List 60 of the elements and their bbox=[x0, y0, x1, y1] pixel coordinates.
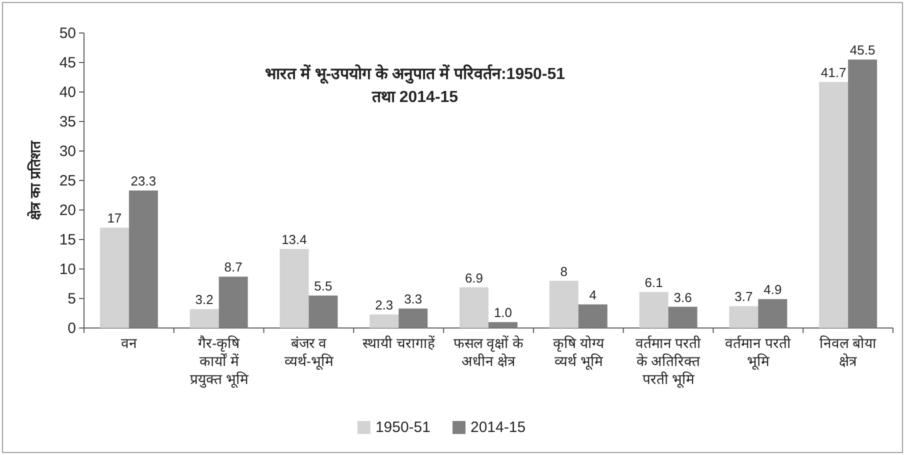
y-tick-label: 40 bbox=[59, 84, 76, 101]
bar bbox=[819, 82, 848, 328]
data-label: 3.7 bbox=[734, 289, 753, 304]
x-tick-label: कृषि योग्य व्यर्थ भूमि bbox=[552, 335, 605, 370]
data-label: 1.0 bbox=[494, 305, 512, 320]
data-label: 3.3 bbox=[404, 292, 422, 307]
bar bbox=[758, 299, 788, 328]
legend-label: 2014-15 bbox=[470, 419, 526, 436]
bar bbox=[848, 60, 878, 328]
bar bbox=[639, 292, 668, 328]
data-label: 6.9 bbox=[464, 270, 484, 286]
y-tick-label: 50 bbox=[59, 25, 76, 42]
bar bbox=[578, 304, 608, 328]
data-label: 8.7 bbox=[224, 260, 242, 275]
x-tick-label: बंजर व व्यर्थ-भूमि bbox=[284, 335, 334, 370]
bar bbox=[280, 248, 309, 328]
bar bbox=[398, 308, 428, 328]
bar bbox=[308, 296, 338, 328]
legend-label: 1950-51 bbox=[375, 419, 430, 436]
x-tick-label: स्थायी चरागाहें bbox=[362, 335, 436, 351]
y-tick-label: 35 bbox=[59, 114, 76, 130]
data-label: 45.5 bbox=[850, 42, 876, 58]
x-tick-label: वन bbox=[120, 335, 137, 351]
data-label: 41.7 bbox=[820, 64, 846, 80]
y-tick-label: 30 bbox=[59, 143, 76, 160]
bar bbox=[128, 190, 158, 328]
y-tick-label: 25 bbox=[59, 172, 76, 190]
bar bbox=[668, 306, 698, 328]
data-label: 4.9 bbox=[764, 282, 782, 298]
bar bbox=[100, 228, 129, 328]
x-tick-label: निवल बोया क्षेत्र bbox=[820, 335, 876, 369]
text: भारत में भू-उपयोग के अनुपात में परिवर्तन:1950-51 तथा 2014-15 bbox=[264, 64, 566, 106]
bar bbox=[190, 309, 219, 328]
y-tick-label: 45 bbox=[59, 54, 76, 72]
bar bbox=[460, 287, 488, 328]
y-tick-label: 10 bbox=[59, 261, 76, 278]
x-tick-label: फसल वृक्षों के अधीन क्षेत्र bbox=[454, 335, 524, 369]
bar bbox=[488, 322, 518, 328]
data-label: 6.1 bbox=[644, 275, 663, 290]
y-tick-label: 5 bbox=[68, 290, 76, 308]
x-tick-label: गैर-कृषि कार्यों में प्रयुक्त भूमि bbox=[190, 335, 249, 388]
y-tick-label: 20 bbox=[59, 202, 76, 219]
bar bbox=[549, 280, 578, 328]
bar bbox=[218, 276, 248, 328]
data-label: 3.6 bbox=[674, 290, 692, 305]
bar bbox=[370, 314, 399, 328]
data-label: 4 bbox=[589, 287, 597, 302]
y-tick-label: 0 bbox=[68, 320, 76, 337]
y-tick-label: 15 bbox=[59, 232, 76, 248]
data-label: 5.5 bbox=[314, 278, 332, 294]
y-axis-title: क्षेत्र का प्रतिशत bbox=[27, 140, 43, 220]
data-label: 23.3 bbox=[130, 174, 156, 189]
x-tick-label: वर्तमान परती के अतिरिक्त परती भूमि bbox=[635, 335, 702, 388]
data-label: 2.3 bbox=[375, 297, 394, 312]
x-tick-label: वर्तमान परती भूमि bbox=[725, 335, 792, 370]
data-label: 8 bbox=[560, 264, 568, 279]
data-label: 13.4 bbox=[282, 232, 307, 247]
data-label: 3.2 bbox=[195, 292, 214, 308]
data-label: 17 bbox=[107, 210, 122, 226]
bar bbox=[729, 306, 758, 328]
